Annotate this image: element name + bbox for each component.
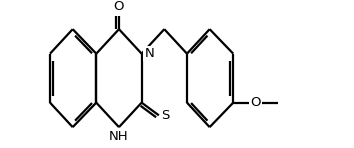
Text: O: O bbox=[114, 0, 124, 13]
Text: N: N bbox=[144, 47, 154, 60]
Text: O: O bbox=[251, 96, 261, 109]
Text: S: S bbox=[161, 109, 170, 122]
Text: NH: NH bbox=[109, 130, 129, 143]
